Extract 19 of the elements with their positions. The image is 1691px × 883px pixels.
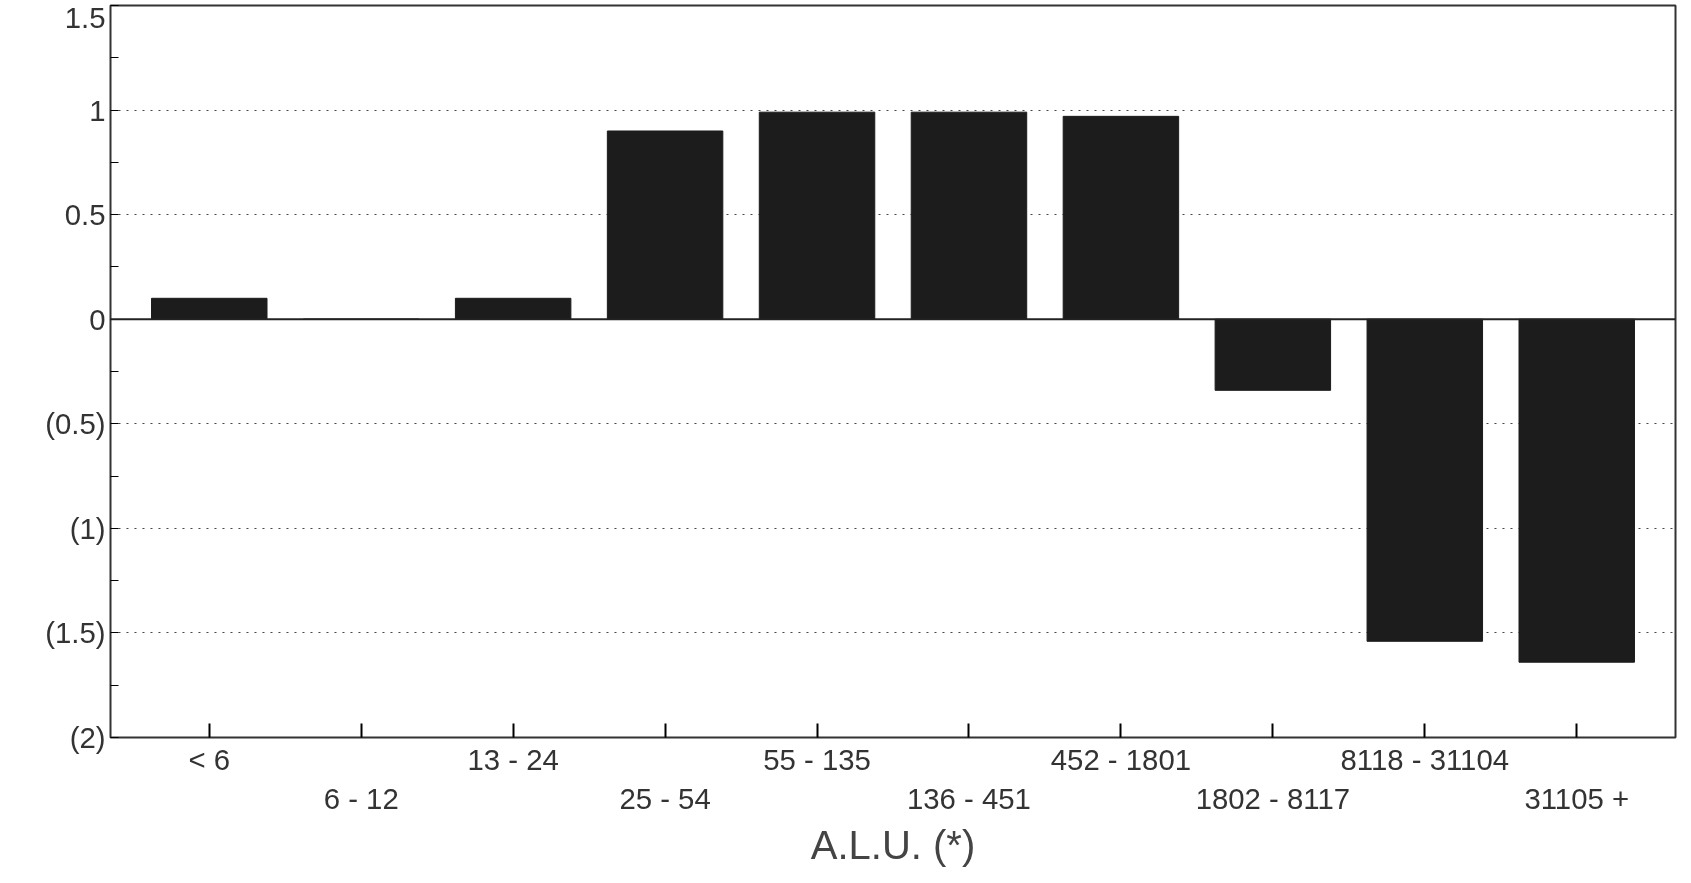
x-tick-label: 25 - 54 — [619, 782, 711, 816]
x-tick-label: 13 - 24 — [467, 742, 559, 776]
x-tick-label: 6 - 12 — [323, 782, 399, 816]
x-tick-label: 452 - 1801 — [1050, 742, 1192, 776]
x-tick-label: 31105 + — [1524, 782, 1630, 816]
y-tick-label: 1.5 — [64, 0, 106, 34]
y-tick-label: (1.5) — [45, 616, 106, 650]
y-tick-label: (2) — [69, 721, 106, 754]
x-tick-label: 1802 - 8117 — [1195, 782, 1351, 816]
x-tick-label: 136 - 451 — [907, 782, 1031, 816]
x-tick-label: < 6 — [188, 742, 231, 776]
x-axis-title: A.L.U. (*) — [810, 823, 976, 868]
x-tick-label: 8118 - 31104 — [1340, 742, 1510, 776]
y-tick-label: 1 — [89, 93, 106, 127]
x-tick-label: 55 - 135 — [763, 742, 871, 776]
y-tick-label: (1) — [69, 511, 106, 545]
y-tick-label: (0.5) — [45, 407, 106, 441]
y-tick-label: 0.5 — [64, 198, 106, 232]
y-tick-label: 0 — [89, 302, 106, 336]
